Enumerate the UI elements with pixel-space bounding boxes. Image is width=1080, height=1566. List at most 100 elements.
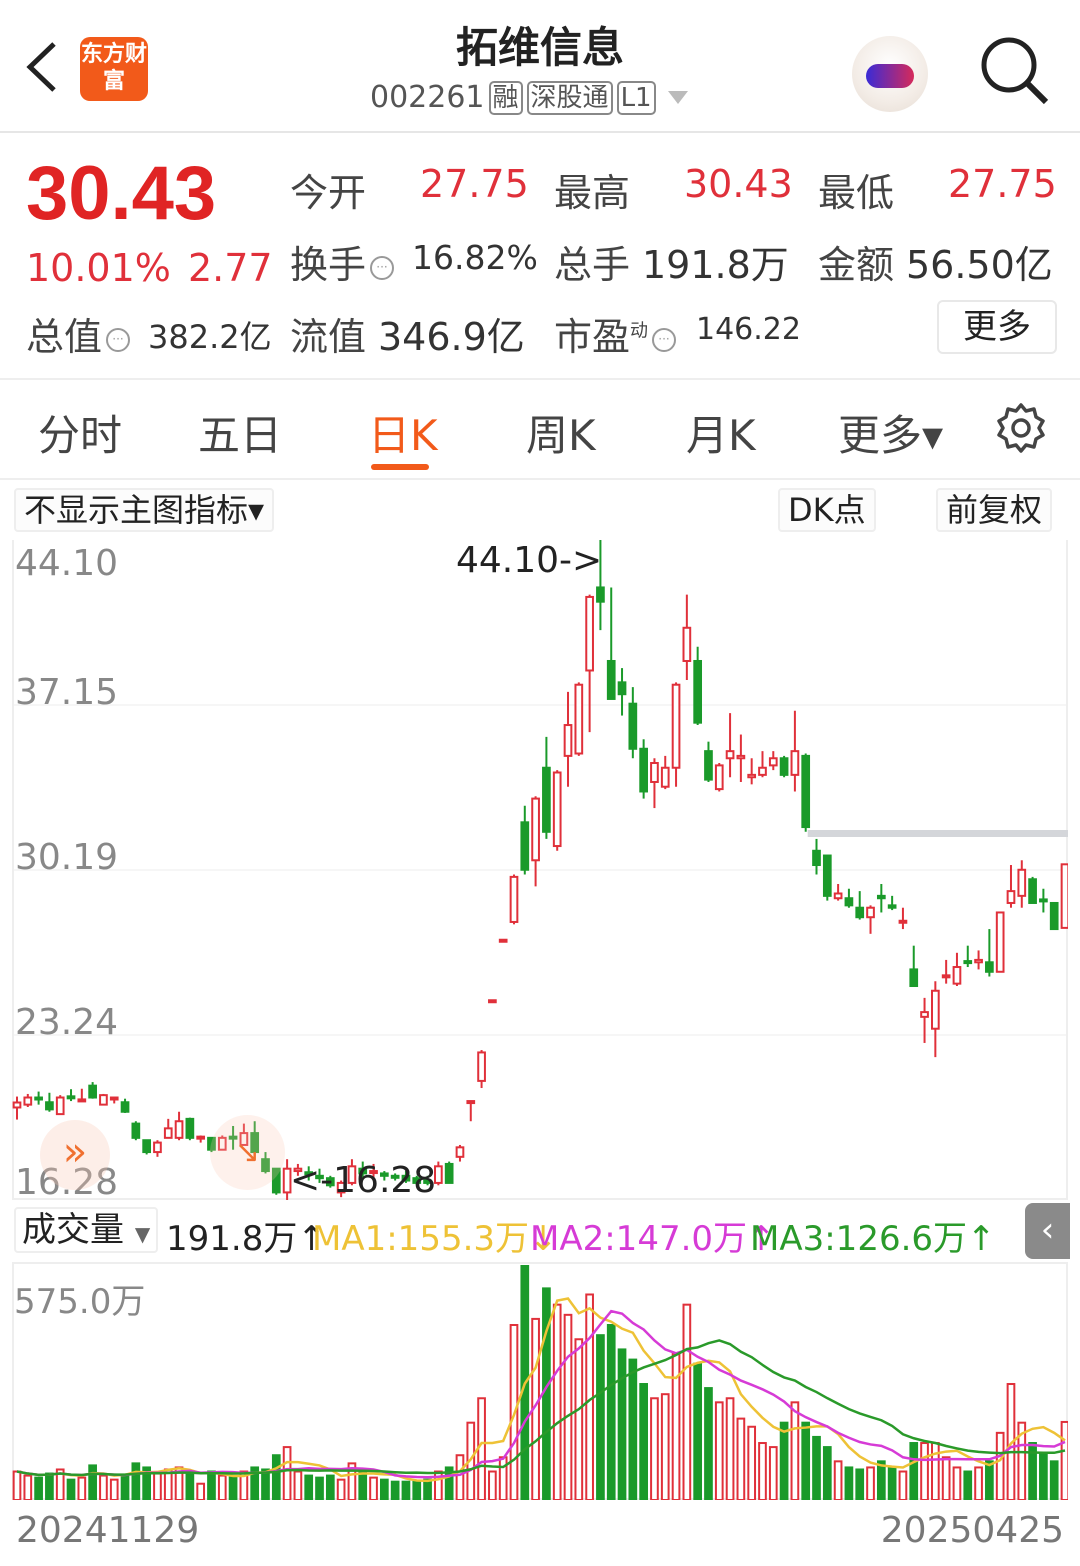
info-icon[interactable]: ···: [652, 327, 677, 352]
volume-bar: [120, 1474, 130, 1500]
candle-body: [617, 681, 627, 696]
candle-body: [217, 1136, 227, 1151]
turnover-label[interactable]: 换手 ···: [290, 234, 398, 289]
candle-body: [358, 1167, 368, 1175]
volume-ma3-line: [16, 1339, 1066, 1477]
candle-body: [542, 766, 551, 833]
candle-body: [952, 966, 962, 985]
volume-bar: [985, 1460, 994, 1500]
candle-body: [1049, 901, 1059, 931]
assistant-mascot-icon[interactable]: [852, 36, 928, 112]
volume-bar: [779, 1421, 789, 1500]
tab-more[interactable]: 更多▾: [838, 411, 944, 460]
candle-body: [682, 626, 692, 662]
tab-monthly-k[interactable]: 月K: [686, 411, 756, 460]
tab-intraday[interactable]: 分时: [38, 411, 123, 460]
stock-code-row[interactable]: 002261 融 深股通 L1: [370, 80, 688, 115]
volume-bar: [261, 1468, 270, 1500]
signal-double-arrow-icon[interactable]: »: [40, 1120, 110, 1190]
back-icon[interactable]: [22, 40, 62, 94]
candle-body: [239, 1132, 249, 1146]
candle-body: [941, 974, 951, 979]
search-icon[interactable]: [978, 34, 1050, 106]
dropdown-caret-icon[interactable]: [667, 91, 688, 104]
volume-bar: [768, 1446, 778, 1500]
volume-bar: [444, 1466, 454, 1500]
candle-body: [99, 1094, 108, 1106]
tag-margin: 融: [488, 80, 523, 115]
candle-body: [1017, 868, 1027, 897]
volume-bar: [99, 1474, 108, 1500]
tab-daily-k[interactable]: 日K: [368, 411, 438, 460]
volume-chart[interactable]: 575.0万: [12, 1262, 1068, 1500]
candle-body: [77, 1098, 87, 1103]
candle-body: [995, 911, 1005, 973]
pe-label[interactable]: 市盈动 ···: [554, 306, 680, 361]
turnover-label-text: 换手: [290, 243, 367, 287]
volume-bar: [228, 1476, 238, 1500]
turnover-value: 16.82%: [412, 238, 538, 277]
volume-bar: [714, 1401, 724, 1500]
candle-body: [671, 683, 681, 769]
gear-icon[interactable]: [995, 402, 1047, 454]
volume-bar: [336, 1478, 346, 1500]
volume-bar: [844, 1466, 854, 1500]
volume-indicator-select[interactable]: 成交量 ▼: [14, 1207, 159, 1253]
y-tick-label: 37.15: [15, 672, 119, 713]
candle-body: [606, 659, 616, 700]
candlestick-chart[interactable]: [12, 540, 1068, 1200]
candle-body: [920, 1011, 929, 1018]
gap-band: [807, 830, 1068, 837]
candle-body: [596, 586, 605, 603]
price-adjust-select[interactable]: 前复权: [936, 488, 1053, 532]
candle-body: [466, 1100, 476, 1105]
info-icon[interactable]: ···: [106, 327, 131, 352]
signal-arrow-icon[interactable]: ↘: [210, 1115, 285, 1190]
volume-bar: [390, 1480, 400, 1500]
candle-body: [88, 1084, 97, 1099]
candle-body: [693, 659, 703, 724]
volume-bar: [974, 1466, 983, 1500]
candle-body: [1028, 878, 1037, 904]
info-icon[interactable]: ···: [370, 255, 395, 280]
volume-bar: [563, 1313, 573, 1500]
volume-bar: [304, 1474, 314, 1500]
volume-bar: [606, 1324, 616, 1500]
volume-bar: [574, 1338, 584, 1500]
volume-bar: [347, 1462, 357, 1500]
candle-body: [1060, 863, 1068, 929]
volume-bar: [995, 1431, 1005, 1500]
app-logo[interactable]: 东方财富: [80, 37, 148, 101]
candle-body: [736, 754, 746, 760]
candle-body: [444, 1162, 454, 1184]
dk-point-button[interactable]: DK点: [778, 488, 876, 532]
end-date: 20250425: [880, 1510, 1064, 1551]
candle-body: [196, 1135, 206, 1140]
volume-ma3: MA3:126.6万↑: [750, 1219, 996, 1259]
candle-body: [434, 1165, 443, 1184]
candle-body: [207, 1136, 216, 1151]
volume-bar: [920, 1442, 929, 1500]
candle-body: [163, 1127, 173, 1139]
candle-body: [585, 595, 594, 672]
volume-bar: [196, 1482, 206, 1500]
active-tab-indicator: [371, 464, 429, 470]
tab-five-day[interactable]: 五日: [198, 411, 283, 460]
main-indicator-select[interactable]: 不显示主图指标▾: [14, 488, 275, 532]
volume-bar: [650, 1397, 659, 1500]
high-marker: 44.10->: [456, 540, 603, 581]
volume-bar: [660, 1393, 670, 1500]
volume-bar: [282, 1446, 292, 1500]
volume-current: 191.8万↑: [166, 1219, 326, 1259]
pe-value: 146.22: [696, 312, 801, 347]
candle-body: [23, 1096, 33, 1106]
dropdown-caret-icon: ▼: [134, 1222, 151, 1246]
candle-body: [379, 1172, 389, 1177]
collapse-panel-button[interactable]: ‹: [1025, 1203, 1070, 1259]
high-label: 最高: [554, 171, 631, 215]
tab-weekly-k[interactable]: 周K: [526, 411, 596, 460]
more-quote-button[interactable]: 更多: [937, 300, 1057, 354]
volume-bar: [153, 1472, 162, 1500]
candle-body: [822, 854, 832, 897]
mktcap-label[interactable]: 总值 ···: [26, 306, 134, 361]
